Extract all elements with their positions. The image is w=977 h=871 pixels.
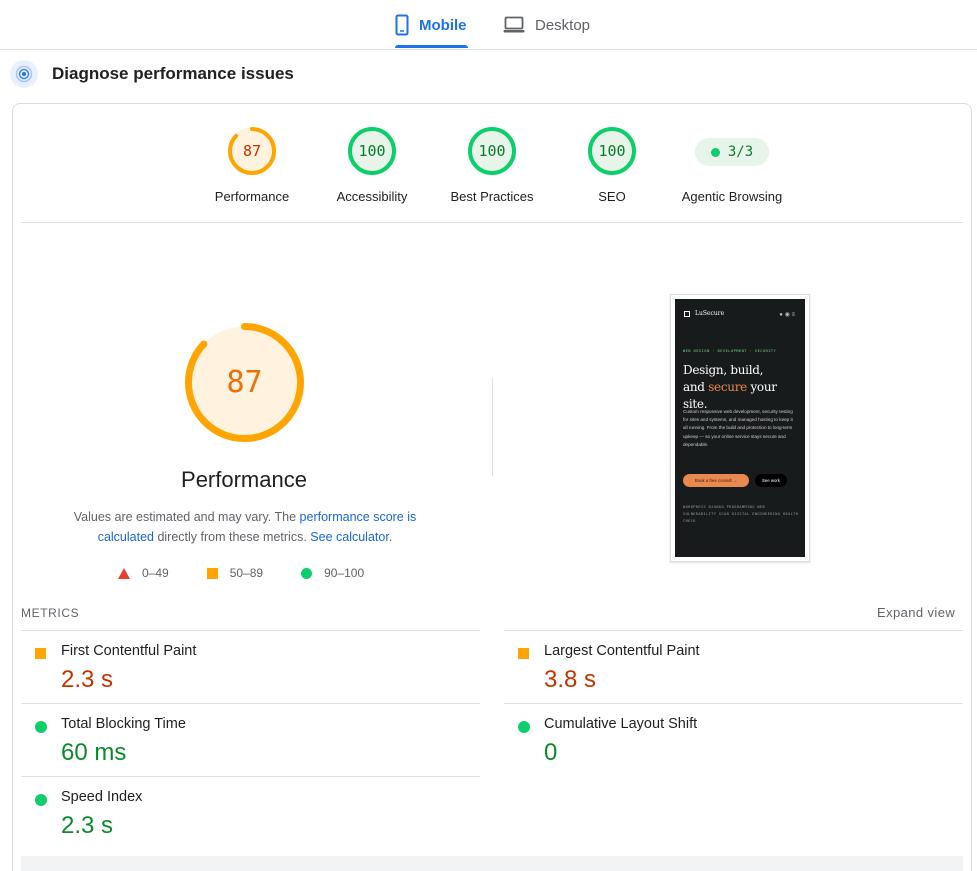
square-icon <box>206 567 218 579</box>
tab-desktop-label: Desktop <box>535 16 591 34</box>
metric-divider <box>504 703 963 704</box>
target-icon <box>10 60 38 88</box>
next-section-strip <box>21 856 963 871</box>
diagnose-header: Diagnose performance issues <box>10 60 294 88</box>
metric-value: 2.3 s <box>61 812 114 839</box>
headline-line: and <box>683 380 709 394</box>
gauge-ring <box>468 127 516 175</box>
score-gauges: 87 Performance 100 Accessibility 100 Bes… <box>0 126 977 222</box>
metric-value: 3.8 s <box>544 666 597 693</box>
tab-desktop[interactable]: Desktop <box>503 0 590 50</box>
gauge-performance[interactable]: 87 Performance <box>192 126 312 204</box>
pass-circle-icon <box>518 721 530 733</box>
metric-value: 0 <box>544 739 558 766</box>
metric-label: Speed Index <box>61 789 143 805</box>
laptop-icon <box>503 16 525 34</box>
legend-label: 0–49 <box>142 566 169 580</box>
vertical-divider <box>492 378 493 476</box>
gauge-best-practices[interactable]: 100 Best Practices <box>432 126 552 204</box>
main-score-title: Performance <box>181 467 307 492</box>
gauge-score: 100 <box>358 142 386 160</box>
agentic-browsing-badge[interactable]: 3/3 <box>695 138 769 166</box>
note-text: directly from these metrics. <box>153 530 311 544</box>
site-cta-secondary: See work <box>755 474 787 487</box>
legend-label: 90–100 <box>324 566 365 580</box>
metric-label: Cumulative Layout Shift <box>544 716 698 732</box>
score-legend: 0–49 50–89 90–100 <box>118 566 402 580</box>
active-tab-indicator <box>395 45 468 48</box>
circle-icon <box>301 567 313 579</box>
gauge-score: 100 <box>478 142 506 160</box>
headline-line: your site. <box>683 380 777 411</box>
metrics-heading: METRICS <box>21 606 80 620</box>
gauge-score: 100 <box>598 142 626 160</box>
site-brand-name: LuSecure <box>695 310 725 317</box>
legend-average: 50–89 <box>206 566 264 580</box>
metric-divider <box>504 630 963 631</box>
main-gauge-ring <box>185 323 304 442</box>
metric-divider <box>21 776 480 777</box>
note-text: . <box>388 530 393 544</box>
legend-label: 50–89 <box>229 566 264 580</box>
gauge-label: Performance <box>214 189 290 204</box>
metric-label: Total Blocking Time <box>61 716 186 732</box>
headline-line: Design, build, <box>683 363 764 377</box>
performance-main-gauge: 87 <box>184 322 305 443</box>
phone-icon <box>395 14 409 36</box>
menu-icon: ● ◉ ≡ <box>779 312 795 318</box>
metric-value: 60 ms <box>61 739 127 766</box>
metric-total-blocking-time: Total Blocking Time 60 ms <box>21 704 461 777</box>
tab-mobile-label: Mobile <box>419 16 467 34</box>
metric-first-contentful-paint: First Contentful Paint 2.3 s <box>21 631 461 704</box>
average-square-icon <box>518 648 529 659</box>
gauge-seo[interactable]: 100 SEO <box>552 126 672 204</box>
legend-pass: 90–100 <box>301 566 364 580</box>
metric-cumulative-layout-shift: Cumulative Layout Shift 0 <box>504 704 944 777</box>
gauge-accessibility[interactable]: 100 Accessibility <box>312 126 432 204</box>
pass-dot-icon <box>710 147 720 157</box>
page-screenshot[interactable]: LuSecure ● ◉ ≡ WEB DESIGN · DEVELOPMENT … <box>670 294 810 562</box>
device-tabs: Mobile Desktop <box>0 0 977 50</box>
site-paragraph: Custom responsive web development, secur… <box>683 409 793 447</box>
site-cta-primary: Book a free consult → <box>683 474 749 487</box>
site-tags: WEB DESIGN · DEVELOPMENT · SECURITY <box>683 349 777 353</box>
metric-divider <box>21 703 480 704</box>
headline-accent: secure <box>708 380 747 394</box>
gauge-score: 87 <box>242 142 262 160</box>
gauge-ring <box>348 127 396 175</box>
note-text: Values are estimated and may vary. The <box>73 510 300 524</box>
gauge-label: Accessibility <box>336 189 408 204</box>
main-score: 87 <box>226 365 263 400</box>
logo-icon <box>684 310 690 317</box>
metric-speed-index: Speed Index 2.3 s <box>21 777 461 850</box>
metric-label: Largest Contentful Paint <box>544 643 700 659</box>
site-brand: LuSecure <box>684 310 724 317</box>
average-square-icon <box>35 648 46 659</box>
triangle-icon <box>118 567 130 579</box>
score-note: Values are estimated and may vary. The p… <box>60 507 430 547</box>
metric-largest-contentful-paint: Largest Contentful Paint 3.8 s <box>504 631 944 704</box>
metric-divider <box>21 630 480 631</box>
site-keywords: WORDPRESS DJANGO PROGRAMMING WEB VULNERA… <box>683 505 799 523</box>
expand-view-button[interactable]: Expand view <box>877 605 956 620</box>
performance-score-link[interactable]: performance score is calculated <box>97 510 417 544</box>
gauge-ring <box>228 127 276 175</box>
pass-circle-icon <box>35 721 47 733</box>
legend-fail: 0–49 <box>118 566 169 580</box>
gauge-label: SEO <box>598 189 626 204</box>
metric-label: First Contentful Paint <box>61 643 197 659</box>
site-headline: Design, build, and secure your site. <box>683 362 801 413</box>
gauge-label: Best Practices <box>450 189 534 204</box>
see-calculator-link[interactable]: See calculator <box>310 530 389 544</box>
agentic-browsing-label: Agentic Browsing <box>681 189 783 204</box>
agentic-score: 3/3 <box>727 144 754 160</box>
gauge-ring <box>588 127 636 175</box>
report-card <box>12 103 972 871</box>
tab-mobile[interactable]: Mobile <box>395 0 470 50</box>
metric-value: 2.3 s <box>61 666 114 693</box>
diagnose-title: Diagnose performance issues <box>52 64 294 83</box>
divider <box>21 222 963 223</box>
pass-circle-icon <box>35 794 47 806</box>
